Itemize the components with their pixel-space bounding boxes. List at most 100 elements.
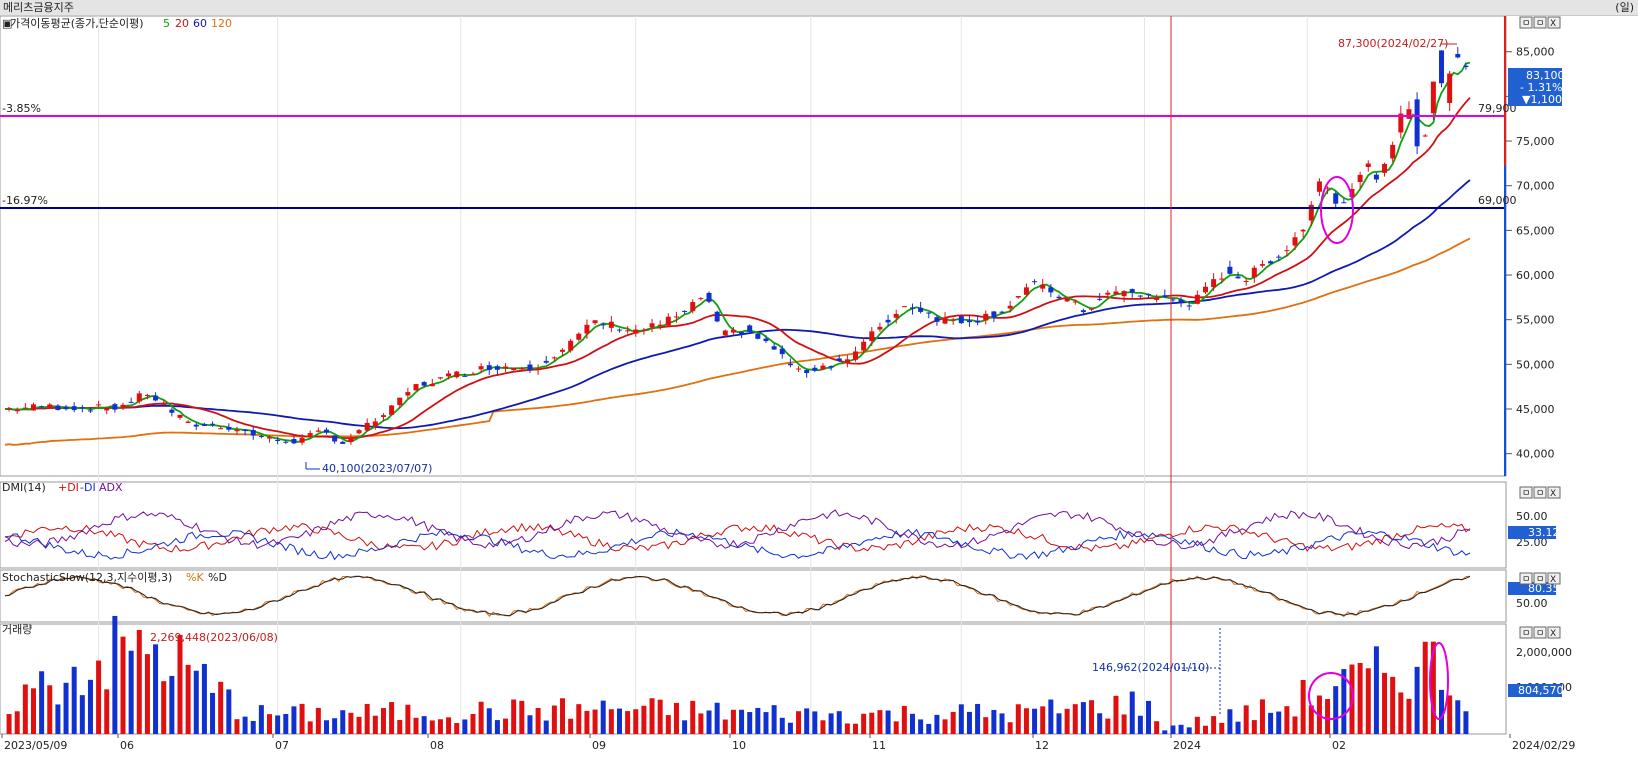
candle-up bbox=[568, 340, 574, 351]
candle-down bbox=[226, 426, 232, 430]
window-button[interactable] bbox=[1533, 572, 1547, 585]
candle-up bbox=[535, 368, 541, 370]
stoch-d-line bbox=[4, 575, 1471, 617]
volume-bar-up bbox=[633, 709, 639, 734]
volume-bar-up bbox=[820, 720, 826, 734]
candle-down bbox=[291, 439, 297, 444]
volume-bar-up bbox=[1300, 679, 1306, 734]
window-button[interactable] bbox=[1533, 626, 1547, 639]
volume-circle-2 bbox=[1429, 642, 1449, 720]
volume-bar-up bbox=[535, 707, 541, 734]
window-button-label: X bbox=[1550, 575, 1556, 585]
candle-up bbox=[1251, 267, 1257, 278]
last-price: 83,100 bbox=[1526, 69, 1565, 82]
candle-down bbox=[283, 441, 289, 443]
candle-down bbox=[332, 435, 338, 442]
volume-last-box bbox=[1508, 684, 1562, 697]
candle-down bbox=[1032, 281, 1038, 283]
candle-up bbox=[478, 366, 484, 370]
candle-down bbox=[275, 439, 281, 441]
candle-down bbox=[210, 423, 216, 425]
volume-bar-up bbox=[698, 713, 704, 734]
candle-down bbox=[250, 430, 256, 436]
stoch-label: StochasticSlow(12,3,지수이평,3) bbox=[2, 571, 172, 584]
candle-up bbox=[551, 357, 557, 359]
volume-bar-up bbox=[405, 704, 411, 734]
volume-bar-down bbox=[958, 704, 964, 734]
navy-line-price: 69,000 bbox=[1478, 194, 1517, 207]
candle-up bbox=[267, 437, 273, 439]
volume-bar-down bbox=[169, 675, 175, 734]
volume-bar-up bbox=[161, 681, 167, 734]
candle-down bbox=[39, 406, 45, 408]
volume-bar-down bbox=[1235, 721, 1241, 734]
candle-down bbox=[1080, 310, 1086, 313]
volume-bar-down bbox=[128, 650, 134, 734]
candle-up bbox=[299, 437, 305, 443]
window-button-label: ㅁ bbox=[1536, 19, 1544, 29]
window-button[interactable] bbox=[1547, 16, 1561, 29]
chart-area[interactable]: 40,000 45,000 50,000 55,000 60,000 65,000 70,0… bbox=[0, 16, 1638, 774]
candle-down bbox=[918, 307, 924, 312]
candle-down bbox=[787, 363, 793, 366]
window-button[interactable] bbox=[1547, 572, 1561, 585]
window-button[interactable] bbox=[1533, 486, 1547, 499]
candle-up bbox=[454, 371, 460, 378]
volume-bar-down bbox=[1373, 646, 1379, 734]
dmi-panel-frame bbox=[0, 481, 1507, 569]
volume-bar-down bbox=[779, 717, 785, 734]
candle-down bbox=[804, 370, 810, 373]
period-label[interactable]: (일) bbox=[1615, 1, 1634, 14]
candle-down bbox=[966, 320, 972, 323]
volume-bar-down bbox=[747, 712, 753, 734]
candle-down bbox=[153, 395, 159, 401]
highlight-circle-1 bbox=[1320, 176, 1354, 244]
candle-down bbox=[71, 406, 77, 411]
window-button-label: ㅁ bbox=[1522, 489, 1530, 499]
candle-up bbox=[1357, 174, 1363, 183]
candle-up bbox=[1040, 284, 1046, 289]
volume-bar-up bbox=[47, 685, 53, 734]
volume-bar-down bbox=[55, 704, 61, 734]
candle-up bbox=[869, 331, 875, 341]
window-button[interactable] bbox=[1547, 626, 1561, 639]
window-button[interactable] bbox=[1519, 486, 1533, 499]
candle-down bbox=[1178, 299, 1184, 303]
candle-up bbox=[560, 349, 566, 352]
volume-bar-up bbox=[519, 700, 525, 734]
volume-bar-down bbox=[966, 711, 972, 734]
candle-up bbox=[348, 438, 354, 443]
volume-bar-down bbox=[999, 713, 1005, 734]
candle-down bbox=[600, 324, 606, 326]
candle-up bbox=[1089, 308, 1095, 310]
candle-up bbox=[893, 313, 899, 318]
window-button[interactable] bbox=[1533, 16, 1547, 29]
candle-down bbox=[1162, 295, 1168, 297]
candle-up bbox=[1023, 287, 1029, 295]
volume-bar-down bbox=[1455, 700, 1461, 734]
volume-bar-down bbox=[1080, 702, 1086, 734]
window-button[interactable] bbox=[1519, 16, 1533, 29]
candle-up bbox=[356, 430, 362, 434]
candlesticks bbox=[6, 47, 1469, 446]
window-button[interactable] bbox=[1547, 486, 1561, 499]
window-button[interactable] bbox=[1519, 626, 1533, 639]
candle-up bbox=[698, 298, 704, 300]
candle-up bbox=[1292, 237, 1298, 246]
candle-up bbox=[234, 429, 240, 432]
candle-up bbox=[722, 330, 728, 336]
candle-up bbox=[1064, 298, 1070, 302]
candle-up bbox=[503, 366, 509, 369]
window-button[interactable] bbox=[1519, 572, 1533, 585]
price-panel-label: 가격이동평균(종가,단순이평) bbox=[10, 17, 144, 30]
dmi-tick-25: 25.00 bbox=[1516, 536, 1548, 549]
volume-bar-up bbox=[608, 709, 614, 734]
volume-bar-up bbox=[551, 705, 557, 734]
volume-bar-down bbox=[682, 720, 688, 734]
window-button-label: ㅁ bbox=[1522, 19, 1530, 29]
candle-up bbox=[592, 320, 598, 324]
x-axis: 2023/05/09 06 07 08 09 10 11 12 2024 02 2024/02/29 bbox=[1, 734, 1575, 752]
volume-bar-up bbox=[869, 712, 875, 734]
price-tick-label: 40,000 bbox=[1516, 448, 1555, 461]
